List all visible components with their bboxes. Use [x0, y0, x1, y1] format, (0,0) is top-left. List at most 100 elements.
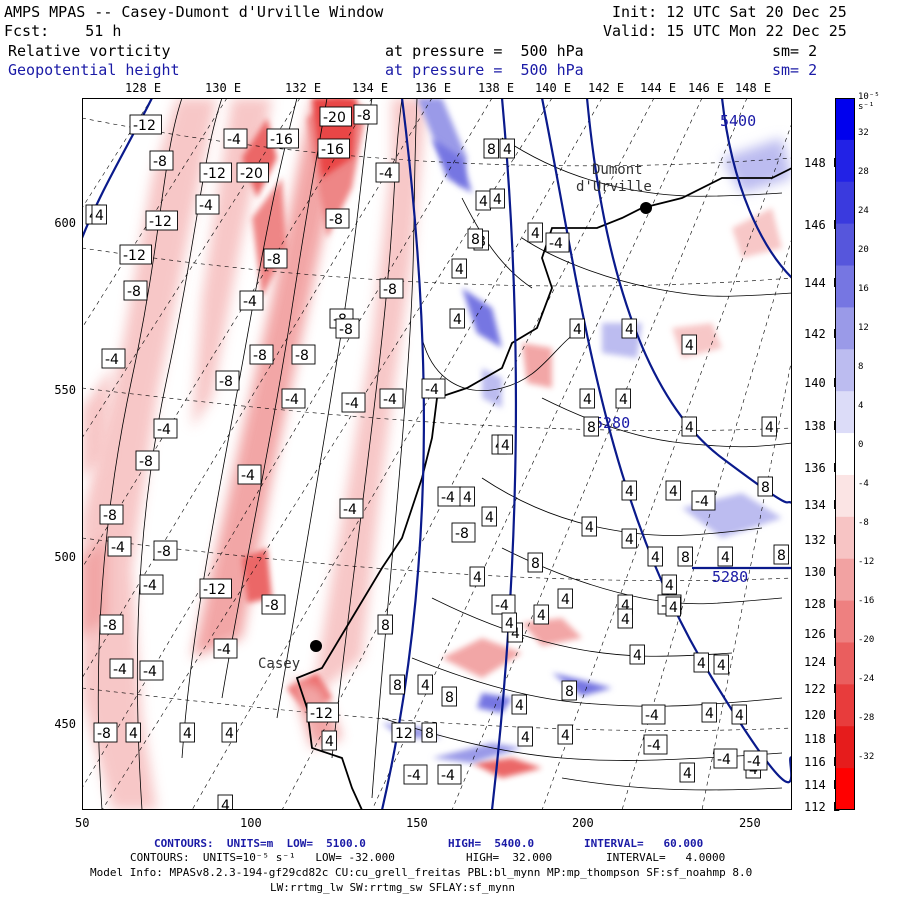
geopotential-label-5400: 5400 [720, 112, 756, 130]
vorticity-contour-label: 4 [497, 434, 513, 455]
vorticity-contour-label: 4 [527, 222, 543, 243]
vorticity-contour-label: -4 [153, 418, 178, 439]
right-lon-label: 146 E [804, 218, 841, 232]
svg-text:4: 4 [221, 798, 230, 810]
vorticity-contour-label: -20 [236, 162, 269, 183]
vorticity-contour-label: -4 [139, 660, 164, 681]
vorticity-contour-label: -8 [135, 450, 160, 471]
vorticity-contour-label: -4 [437, 486, 462, 507]
place-name-durville: d'Urville [576, 179, 652, 195]
geopotential-label-5280: 5280 [712, 568, 748, 586]
valid-time: Valid: 15 UTC Mon 22 Dec 25 [603, 22, 847, 40]
svg-text:4: 4 [325, 734, 334, 750]
vorticity-contour-label: 8 [467, 228, 483, 249]
vorticity-contour-label: 4 [665, 596, 681, 617]
top-lon-label: 130 E [205, 81, 242, 95]
svg-text:8: 8 [777, 548, 786, 564]
svg-text:-8: -8 [103, 618, 117, 634]
vorticity-contour-label: 4 [717, 546, 733, 567]
colorbar-cell [835, 391, 855, 434]
svg-text:-8: -8 [295, 348, 309, 364]
svg-text:4: 4 [503, 142, 512, 158]
svg-text:-4: -4 [241, 468, 255, 484]
svg-text:-8: -8 [329, 212, 343, 228]
vorticity-contour-label: -8 [99, 614, 124, 635]
svg-text:-8: -8 [139, 454, 153, 470]
svg-text:-4: -4 [441, 768, 455, 784]
vorticity-contour-label: -16 [266, 128, 299, 149]
svg-text:4: 4 [625, 322, 634, 338]
colorbar-cell [835, 558, 855, 602]
svg-text:4: 4 [505, 616, 514, 632]
footer-model-info: Model Info: MPASv8.2.3-194-gf29cd82c CU:… [90, 866, 753, 879]
svg-text:-4: -4 [105, 352, 119, 368]
plot-title: AMPS MPAS -- Casey-Dumont d'Urville Wind… [4, 3, 384, 21]
right-lon-label: 114 E [804, 778, 841, 792]
right-lon-label: 136 E [804, 461, 841, 475]
svg-text:-20: -20 [240, 166, 263, 182]
svg-text:8: 8 [487, 142, 496, 158]
svg-text:4: 4 [721, 550, 730, 566]
svg-text:4: 4 [183, 726, 192, 742]
svg-text:4: 4 [669, 484, 678, 500]
vorticity-contour-label: 4 [125, 722, 141, 743]
vorticity-contour-label: -4 [421, 378, 446, 399]
y-tick-label: 600 [54, 216, 76, 230]
y-tick-label: 500 [54, 550, 76, 564]
vorticity-contour-label: 4 [469, 566, 485, 587]
vorticity-contour-label: 8 [421, 722, 437, 743]
right-lon-label: 116 E [804, 755, 841, 769]
vorticity-contour-label: -4 [107, 536, 132, 557]
svg-text:8: 8 [471, 232, 480, 248]
svg-text:8: 8 [587, 420, 596, 436]
colorbar-label: 16 [858, 284, 869, 294]
colorbar-label: -8 [858, 518, 869, 528]
right-lon-label: 142 E [804, 327, 841, 341]
colorbar-label: 24 [858, 206, 869, 216]
svg-text:-4: -4 [143, 664, 157, 680]
svg-text:-4: -4 [549, 236, 563, 252]
colorbar-cell [835, 223, 855, 267]
svg-text:4: 4 [455, 262, 464, 278]
vorticity-contour-label: -8 [291, 344, 316, 365]
top-lon-label: 128 E [125, 81, 162, 95]
svg-text:4: 4 [583, 392, 592, 408]
vorticity-contour-label: 8 [527, 552, 543, 573]
right-lon-label: 120 E [804, 708, 841, 722]
svg-text:-12: -12 [203, 166, 226, 182]
svg-text:-8: -8 [127, 284, 141, 300]
vorticity-contour-label: 4 [417, 674, 433, 695]
vorticity-contour-label: -8 [451, 522, 476, 543]
vorticity-contour-label: 4 [621, 528, 637, 549]
svg-text:4: 4 [633, 648, 642, 664]
vorticity-contour-label: 4 [501, 612, 517, 633]
vorticity-contour-label: 8 [389, 674, 405, 695]
vorticity-contour-label: -12 [306, 702, 339, 723]
vorticity-contour-label: -4 [691, 490, 716, 511]
field1-name: Relative vorticity [8, 42, 171, 60]
vorticity-contour-label: -8 [263, 248, 288, 269]
svg-text:-12: -12 [149, 214, 172, 230]
svg-text:4: 4 [473, 570, 482, 586]
vorticity-contour-label: 4 [511, 694, 527, 715]
vorticity-contour-label: 4 [221, 722, 237, 743]
svg-text:-4: -4 [157, 422, 171, 438]
svg-text:-4: -4 [383, 392, 397, 408]
vorticity-contour-label: 8 [773, 544, 789, 565]
colorbar-cell [835, 474, 855, 518]
vorticity-contour-label: 4 [475, 190, 491, 211]
geopotential-label-5280: 5280 [594, 414, 630, 432]
svg-text:12: 12 [395, 726, 413, 742]
svg-text:4: 4 [511, 626, 520, 642]
vorticity-contour-label: 12 [391, 722, 416, 743]
vorticity-contour-label: -12 [129, 114, 162, 135]
coastline [295, 167, 792, 810]
svg-text:-4: -4 [343, 502, 357, 518]
svg-text:8: 8 [761, 480, 770, 496]
svg-text:-8: -8 [253, 348, 267, 364]
colorbar-label: -12 [858, 557, 875, 567]
right-lon-label: 144 E [804, 276, 841, 290]
top-lon-label: 142 E [588, 81, 625, 95]
vorticity-contour-label: 4 [693, 652, 709, 673]
colorbar-label: 8 [858, 362, 864, 372]
